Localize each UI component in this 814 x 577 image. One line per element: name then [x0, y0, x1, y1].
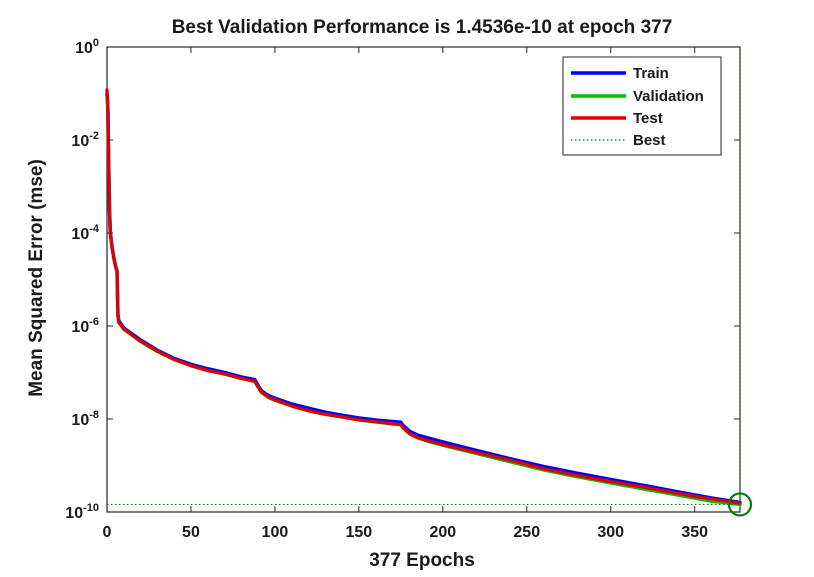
- x-tick-label: 150: [346, 524, 373, 541]
- y-tick-label: 10-2: [71, 130, 99, 150]
- y-tick-label: 10-4: [71, 223, 99, 243]
- best-point-marker: [727, 492, 753, 517]
- x-tick-label: 0: [103, 524, 112, 541]
- y-tick-label: 100: [75, 37, 99, 57]
- y-tick-base: 10: [71, 319, 89, 336]
- y-tick-base: 10: [71, 412, 89, 429]
- y-tick-base: 10: [65, 505, 83, 522]
- x-axis-label: 377 Epochs: [369, 550, 475, 571]
- y-tick-base: 10: [71, 226, 89, 243]
- y-tick-exponent: -8: [89, 409, 99, 421]
- legend-label-validation: Validation: [633, 88, 704, 105]
- y-tick-base: 10: [71, 133, 89, 150]
- y-tick-label: 10-6: [71, 316, 99, 336]
- x-tick-label: 250: [513, 524, 540, 541]
- y-tick-exponent: 0: [93, 37, 99, 49]
- legend-label-best: Best: [633, 132, 666, 149]
- x-tick-label: 50: [182, 524, 200, 541]
- x-ticks: 0 50 100 150 200 250 300 350: [103, 47, 708, 541]
- y-tick-exponent: -4: [89, 223, 100, 235]
- chart-title: Best Validation Performance is 1.4536e-1…: [172, 17, 673, 38]
- series-line-test: [105, 88, 742, 505]
- legend-label-test: Test: [633, 110, 663, 127]
- y-tick-exponent: -10: [83, 502, 99, 514]
- x-tick-label: 100: [262, 524, 289, 541]
- x-tick-label: 350: [681, 524, 708, 541]
- y-tick-exponent: -6: [89, 316, 99, 328]
- legend-label-train: Train: [633, 65, 669, 82]
- series-layer: [105, 88, 742, 507]
- x-tick-label: 200: [429, 524, 456, 541]
- y-tick-label: 10-10: [65, 502, 99, 522]
- y-tick-exponent: -2: [89, 130, 99, 142]
- y-tick-label: 10-8: [71, 409, 99, 429]
- x-tick-label: 300: [597, 524, 624, 541]
- best-layer: [107, 47, 753, 517]
- y-axis-label: Mean Squared Error (mse): [26, 159, 47, 397]
- legend: Train Validation Test Best: [562, 56, 722, 156]
- y-tick-base: 10: [75, 40, 93, 57]
